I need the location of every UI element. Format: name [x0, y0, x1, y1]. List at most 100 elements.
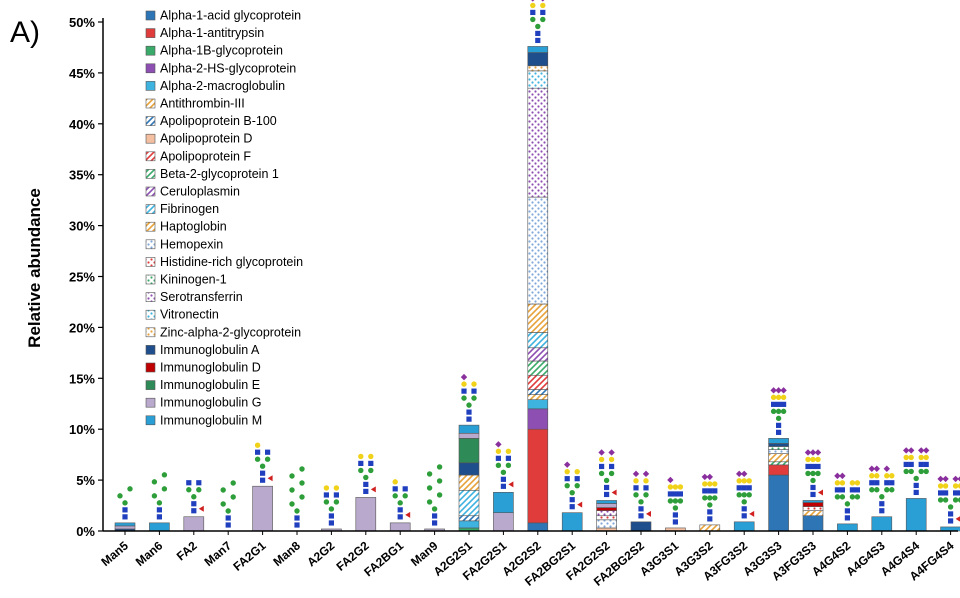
legend-label-ceruloplasmin: Ceruloplasmin: [160, 185, 240, 199]
bar-segment-a2g2s2-alpha-1-antitrypsin: [528, 429, 548, 523]
bar-segment-a3fg3s3-alpha-1-acid-glycoprotein: [803, 516, 823, 531]
bar-segment-man5-immunoglobulin-m: [115, 523, 135, 526]
legend-swatch-alpha-1-antitrypsin: [146, 29, 155, 38]
glycan-a4fg4s4: [937, 476, 960, 524]
legend-swatch-immunoglobulin-e: [146, 381, 155, 390]
bar-segment-a3fg3s3-haptoglobin: [803, 511, 823, 516]
bar-segment-a4g4s4-immunoglobulin-m: [906, 498, 926, 531]
glycan-fa2g2s2: [598, 449, 616, 497]
bar-segment-a2g2s2-immunoglobulin-m: [528, 46, 548, 52]
legend-swatch-antithrombin-iii: [146, 99, 155, 108]
glycan-a4g4s4: [903, 447, 929, 495]
bar-segment-fa2g2s2-immunoglobulin-g: [597, 504, 617, 508]
bar-segment-fa2g1-immunoglobulin-g: [253, 486, 273, 531]
bar-segment-man6-immunoglobulin-m: [149, 523, 169, 531]
legend-label-alpha-2-hs-glycoprotein: Alpha-2-HS-glycoprotein: [160, 61, 296, 75]
legend-swatch-haptoglobin: [146, 222, 155, 231]
legend-label-hemopexin: Hemopexin: [160, 237, 223, 251]
y-axis-label: Relative abundance: [25, 188, 44, 348]
legend-label-kininogen-1: Kininogen-1: [160, 273, 227, 287]
bar-segment-a3g3s3-beta-2-glycoprotein-1: [769, 462, 789, 465]
legend-label-zinc-alpha-2-glycoprotein: Zinc-alpha-2-glycoprotein: [160, 325, 301, 339]
bar-segment-a2g2s2-zinc-alpha-2-glycoprotein: [528, 66, 548, 71]
legend-label-immunoglobulin-m: Immunoglobulin M: [160, 413, 262, 427]
x-tick-label-a2g2: A2G2: [304, 538, 337, 569]
glycan-a2g2: [324, 485, 339, 525]
legend-swatch-alpha-2-macroglobulin: [146, 81, 155, 90]
glycan-fa2bg2s2: [633, 471, 651, 519]
bar-segment-a2g2s1-immunoglobulin-m: [459, 425, 479, 433]
bar-segment-a4g4s2-immunoglobulin-m: [837, 524, 857, 531]
glycan-a4g4s2: [834, 473, 860, 521]
y-tick-label: 25%: [69, 270, 95, 285]
legend-label-beta-2-glycoprotein-1: Beta-2-glycoprotein 1: [160, 167, 279, 181]
bar-segment-a2g2s2-haptoglobin: [528, 304, 548, 333]
bar-segment-a3fg3s2-immunoglobulin-m: [734, 522, 754, 531]
legend-label-serotransferrin: Serotransferrin: [160, 290, 243, 304]
bar-segment-a3g3s3-immunoglobulin-m: [769, 438, 789, 443]
y-tick-label: 45%: [69, 66, 95, 81]
glycan-man7: [221, 480, 236, 527]
legend-swatch-alpha-1b-glycoprotein: [146, 46, 155, 55]
bar-segment-fa2g2-immunoglobulin-g: [356, 497, 376, 531]
legend-swatch-apolipoprotein-b-100: [146, 117, 155, 126]
glycan-a3fg3s2: [736, 471, 754, 519]
legend-swatch-vitronectin: [146, 310, 155, 319]
bar-segment-a3g3s3-haptoglobin: [769, 454, 789, 462]
legend-label-apolipoprotein-b-100: Apolipoprotein B-100: [160, 114, 277, 128]
bar-segment-a2g2s2-alpha-2-macroglobulin: [528, 400, 548, 409]
legend-swatch-alpha-2-hs-glycoprotein: [146, 64, 155, 73]
bar-segment-a2g2s1-haptoglobin: [459, 475, 479, 490]
bar-segment-fa2g2s2-serotransferrin: [597, 511, 617, 516]
legend-swatch-hemopexin: [146, 240, 155, 249]
bar-segment-fa2bg2s2-immunoglobulin-a: [631, 522, 651, 531]
glycan-man8: [289, 466, 304, 527]
y-tick-label: 35%: [69, 168, 95, 183]
bar-segment-a2g2s1-apolipoprotein-b-100: [459, 516, 479, 521]
bar-segment-fa2-immunoglobulin-g: [184, 517, 204, 531]
glycan-fa2g2: [358, 454, 376, 494]
legend: Alpha-1-acid glycoprotein Alpha-1-antitry…: [146, 9, 303, 428]
legend-swatch-ceruloplasmin: [146, 187, 155, 196]
bar-segment-a2g2s2-antithrombin-iii: [528, 395, 548, 400]
bar-segment-fa2bg2s1-immunoglobulin-m: [562, 513, 582, 531]
y-tick-label: 10%: [69, 422, 95, 437]
glycan-fa2: [186, 480, 204, 513]
bar-segment-fa2g2s2-hemopexin: [597, 520, 617, 528]
bar-segment-a3g3s3-alpha-1-acid-glycoprotein: [769, 475, 789, 531]
x-tick-label-man6: Man6: [133, 538, 166, 569]
legend-label-alpha-1-acid-glycoprotein: Alpha-1-acid glycoprotein: [160, 9, 301, 23]
legend-swatch-immunoglobulin-d: [146, 363, 155, 372]
bar-segment-a3fg3s3-immunoglobulin-m: [803, 500, 823, 502]
glycan-a3g3s1: [667, 477, 683, 525]
bar-segment-a2g2s2-apolipoprotein-b-100: [528, 389, 548, 394]
bar-segment-a3g3s2-antithrombin-iii: [700, 525, 720, 531]
y-tick-label: 0%: [76, 524, 95, 539]
legend-label-apolipoprotein-f: Apolipoprotein F: [160, 149, 251, 163]
bar-segment-man5-immunoglobulin-g: [115, 526, 135, 529]
legend-swatch-kininogen-1: [146, 275, 155, 284]
bar-segment-fa2g2s1-immunoglobulin-m: [493, 492, 513, 512]
bar-segment-a3g3s3-alpha-1-antitrypsin: [769, 465, 789, 475]
bar-segment-a2g2s1-immunoglobulin-g: [459, 433, 479, 438]
bar-segment-a2g2s1-alpha-2-macroglobulin: [459, 521, 479, 528]
bar-segment-a2g2s2-hemopexin: [528, 197, 548, 304]
legend-label-antithrombin-iii: Antithrombin-III: [160, 97, 245, 111]
glycan-a3fg3s3: [805, 449, 823, 497]
legend-swatch-immunoglobulin-a: [146, 345, 155, 354]
glycan-fa2g1: [255, 443, 273, 483]
legend-label-immunoglobulin-g: Immunoglobulin G: [160, 396, 261, 410]
bar-segment-a3fg3s3-immunoglobulin-d: [803, 502, 823, 506]
y-tick-label: 15%: [69, 371, 95, 386]
glycan-man5: [117, 486, 132, 519]
legend-label-immunoglobulin-d: Immunoglobulin D: [160, 361, 261, 375]
x-tick-label-fa2g1: FA2G1: [230, 538, 268, 573]
legend-label-apolipoprotein-d: Apolipoprotein D: [160, 132, 252, 146]
glycan-fa2bg1: [393, 479, 411, 519]
bar-segment-a3g3s3-kininogen-1: [769, 447, 789, 450]
glycan-a3g3s2: [702, 474, 718, 522]
x-tick-label-fa2: FA2: [174, 538, 200, 563]
glycan-man6: [152, 472, 167, 519]
bar-segment-a3g3s3-hemopexin: [769, 450, 789, 454]
